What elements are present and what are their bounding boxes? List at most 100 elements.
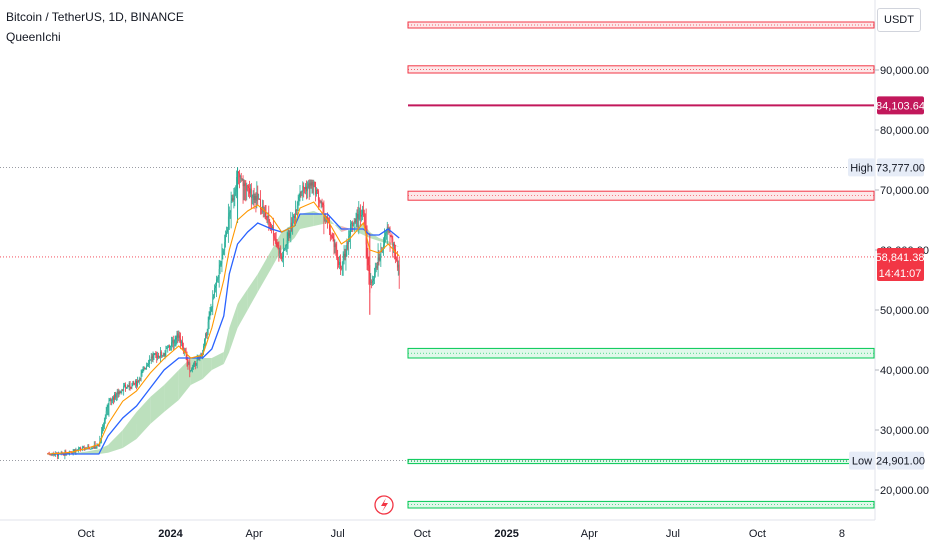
candle-body	[236, 177, 238, 189]
time-axis[interactable]: Oct 2024 Apr Jul Oct 2025 Apr Jul Oct 8	[0, 519, 875, 540]
price-tick-label: 80,000.00	[880, 125, 929, 137]
candle-body	[169, 346, 170, 348]
candle-body	[49, 454, 51, 456]
candle-body	[324, 217, 326, 218]
candle-body	[284, 247, 286, 249]
candle-body	[367, 256, 369, 266]
candle-body	[114, 394, 115, 400]
candle-body	[250, 188, 252, 199]
candle-body	[178, 335, 180, 338]
candle-body	[199, 355, 201, 358]
candle-body	[212, 296, 214, 308]
candle-body	[266, 216, 268, 218]
candle-body	[256, 193, 258, 201]
candle-body	[241, 178, 243, 180]
candle-body	[120, 392, 122, 393]
low-tag-bg	[849, 451, 875, 470]
kumo-segment	[164, 370, 179, 412]
candles	[47, 167, 400, 460]
candle-body	[289, 233, 291, 237]
symbol-title[interactable]: Bitcoin / TetherUS, 1D, BINANCE	[6, 10, 184, 24]
candle-body	[209, 311, 211, 317]
candle-body	[191, 369, 193, 371]
candle-body	[78, 447, 80, 450]
candle-body	[170, 346, 171, 348]
candle-body	[249, 188, 250, 194]
candle-body	[320, 201, 322, 203]
candle-body	[261, 209, 262, 210]
candle-body	[194, 363, 196, 366]
candle-body	[208, 316, 210, 322]
time-tick-label: 2025	[494, 528, 518, 540]
candle-body	[396, 260, 398, 268]
candle-body	[173, 342, 175, 344]
candle-body	[159, 351, 161, 357]
candle-body	[93, 445, 95, 449]
candle-body	[79, 447, 80, 449]
candle-body	[132, 381, 134, 384]
candle-body	[179, 335, 181, 339]
kumo-segment	[223, 328, 230, 364]
candle-body	[135, 380, 136, 384]
candle-body	[362, 209, 363, 216]
kumo-segment	[86, 449, 99, 454]
candle-body	[297, 200, 299, 206]
candle-body	[129, 383, 131, 387]
candle-body	[288, 233, 290, 237]
candle-body	[215, 285, 216, 289]
candle-body	[145, 368, 147, 370]
candle-body	[377, 257, 379, 269]
bolt-icon[interactable]	[381, 498, 388, 512]
candle-body	[331, 235, 333, 237]
candle-body	[301, 191, 303, 193]
candle-body	[335, 244, 337, 249]
candle-body	[107, 405, 109, 408]
indicator-name[interactable]: QueenIchi	[6, 30, 61, 44]
candle-body	[92, 447, 94, 449]
candle-body	[352, 225, 354, 227]
candle-body	[358, 211, 360, 220]
candle-body	[394, 244, 396, 250]
candle-body	[274, 237, 276, 239]
candle-body	[240, 176, 242, 179]
candle-body	[177, 333, 179, 338]
candle-body	[323, 205, 325, 218]
candle-body	[393, 244, 395, 247]
candle-body	[364, 219, 366, 227]
time-tick-label: Jul	[666, 528, 680, 540]
candle-body	[270, 223, 272, 227]
candle-body	[232, 198, 234, 200]
candle-body	[189, 362, 191, 371]
candle-body	[214, 288, 215, 295]
candle-body	[146, 365, 148, 369]
candle-body	[265, 211, 267, 217]
candle-body	[283, 248, 285, 250]
candle-body	[126, 387, 127, 389]
currency-button[interactable]: USDT	[877, 8, 921, 32]
candle-body	[126, 385, 128, 388]
candle-body	[361, 215, 362, 217]
kumo-segment	[211, 352, 224, 370]
candle-body	[226, 231, 227, 235]
sr-zones	[407, 21, 875, 509]
candle-body	[219, 264, 221, 269]
candle-body	[203, 346, 204, 354]
candle-body	[368, 265, 370, 275]
reference-lines	[0, 104, 874, 461]
candle-body	[302, 185, 304, 192]
candle-body	[295, 210, 297, 211]
candle-body	[140, 373, 142, 380]
candle-body	[108, 400, 110, 406]
candle-body	[255, 195, 257, 201]
candle-body	[210, 308, 212, 312]
kumo-segment	[257, 250, 272, 292]
replay-icon-group[interactable]	[374, 495, 394, 515]
candle-body	[362, 209, 364, 213]
low-price-label-bg	[877, 451, 924, 470]
candle-body	[397, 264, 399, 268]
candle-body	[310, 182, 312, 186]
candle-body	[271, 226, 272, 229]
candle-body	[268, 215, 270, 223]
